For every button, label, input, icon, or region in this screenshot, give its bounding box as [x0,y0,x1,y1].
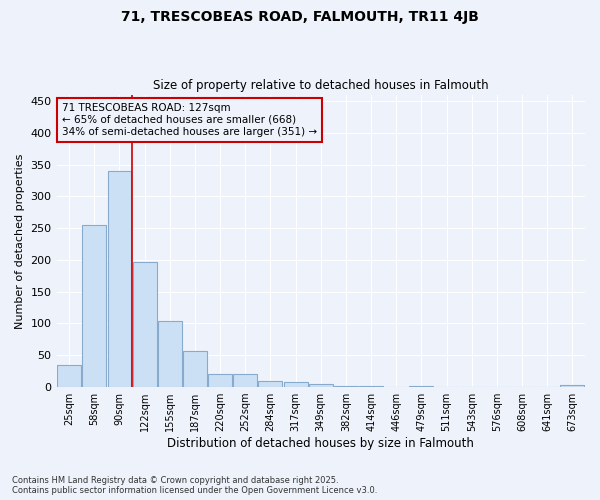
Bar [560,385,584,387]
Bar [208,374,232,387]
Bar [309,384,333,387]
X-axis label: Distribution of detached houses by size in Falmouth: Distribution of detached houses by size … [167,437,474,450]
Bar [259,380,283,387]
Bar [107,171,131,387]
Text: 71 TRESCOBEAS ROAD: 127sqm
← 65% of detached houses are smaller (668)
34% of sem: 71 TRESCOBEAS ROAD: 127sqm ← 65% of deta… [62,104,317,136]
Bar [158,321,182,387]
Bar [334,386,358,387]
Y-axis label: Number of detached properties: Number of detached properties [15,153,25,328]
Bar [183,351,207,387]
Title: Size of property relative to detached houses in Falmouth: Size of property relative to detached ho… [153,79,488,92]
Bar [133,262,157,387]
Bar [82,225,106,387]
Text: 71, TRESCOBEAS ROAD, FALMOUTH, TR11 4JB: 71, TRESCOBEAS ROAD, FALMOUTH, TR11 4JB [121,10,479,24]
Bar [359,386,383,387]
Text: Contains HM Land Registry data © Crown copyright and database right 2025.
Contai: Contains HM Land Registry data © Crown c… [12,476,377,495]
Bar [233,374,257,387]
Bar [409,386,433,387]
Bar [284,382,308,387]
Bar [57,365,81,387]
